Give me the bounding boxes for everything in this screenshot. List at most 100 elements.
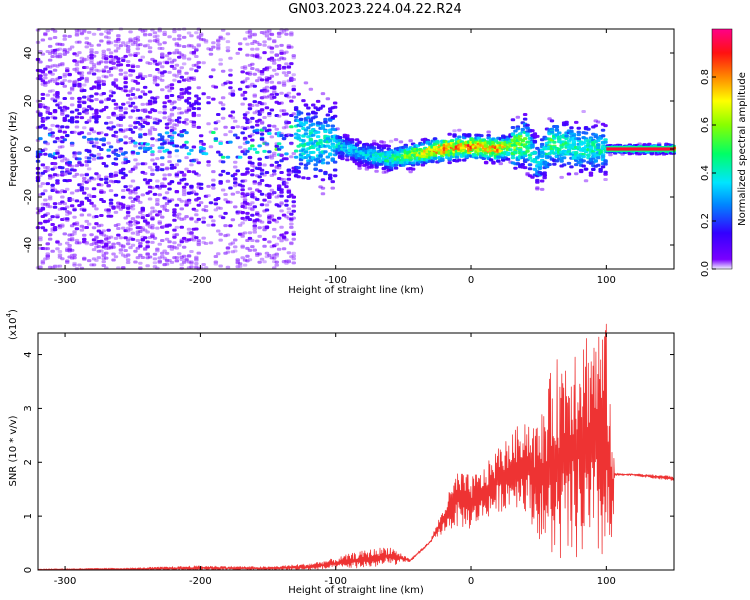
spectrogram-cell [96, 43, 102, 47]
spectrogram-cell [74, 238, 80, 242]
spectrogram-cell [255, 53, 260, 57]
spectrogram-cell [216, 197, 221, 200]
spectrogram-cell [150, 186, 155, 190]
spectrogram-cell [169, 163, 175, 167]
spectrogram-cell [62, 78, 67, 82]
spectrogram-cell [108, 55, 114, 59]
spectrogram-cell [179, 75, 184, 79]
spectrogram-cell [250, 47, 255, 51]
spectrogram-cell [245, 126, 250, 130]
spectrogram-cell [242, 198, 248, 202]
spectrogram-cell [133, 260, 138, 264]
spectrogram-cell [69, 191, 75, 195]
spectrogram-cell [296, 92, 301, 96]
spectrogram-cell [57, 250, 63, 253]
spectrogram-cell [155, 200, 160, 203]
spectrogram-cell [65, 134, 70, 138]
spectrogram-cell [157, 260, 162, 264]
spectrogram-cell [308, 137, 314, 141]
spectrogram-cell [196, 196, 201, 200]
spectrogram-cell [72, 232, 77, 236]
spectrogram-cell [138, 58, 143, 62]
spectrogram-cell [191, 145, 197, 149]
spectrogram-cell [296, 175, 301, 179]
spectrogram-cell [121, 167, 126, 171]
spectrogram-cell [527, 167, 533, 171]
spectrogram-cell [289, 142, 294, 146]
spectrogram-cell [262, 163, 267, 167]
spectrogram-cell [79, 228, 85, 232]
spectrogram-cell [284, 199, 289, 203]
spectrogram-cell [466, 133, 472, 137]
spectrogram-x-tick-label: 100 [597, 275, 616, 286]
spectrogram-cell [276, 184, 282, 188]
spectrogram-cell [162, 101, 167, 105]
spectrogram-cell [50, 186, 55, 190]
spectrogram-cell [267, 253, 272, 257]
spectrogram-cell [242, 206, 248, 210]
spectrogram-cell [272, 235, 277, 239]
spectrogram-cell [125, 253, 131, 257]
spectrogram-cell [152, 261, 158, 265]
spectrogram-cell [50, 55, 55, 58]
spectrogram-cell [147, 190, 153, 194]
spectrogram-cell [152, 252, 158, 256]
spectrogram-cell [89, 50, 94, 54]
spectrogram-cell [104, 75, 109, 79]
spectrogram-cell [164, 138, 170, 142]
spectrogram-cell [177, 116, 182, 120]
spectrogram-cell [162, 116, 167, 120]
spectrogram-cell [74, 172, 80, 176]
spectrogram-cell [313, 115, 318, 119]
spectrogram-cell [57, 129, 63, 133]
spectrogram-cell [150, 137, 155, 141]
spectrogram-cell [272, 39, 277, 42]
spectrogram-cell [242, 37, 248, 41]
spectrogram-cell [43, 198, 48, 202]
spectrogram-cell [269, 135, 275, 139]
spectrogram-cell [57, 106, 63, 110]
spectrogram-cell [38, 173, 43, 177]
spectrogram-cell [181, 260, 187, 264]
spectrogram-cell [62, 97, 67, 100]
spectrogram-cell [211, 183, 216, 187]
spectrogram-cell [50, 131, 55, 135]
spectrogram-cell [576, 145, 581, 149]
spectrogram-cell [96, 115, 102, 119]
spectrogram-cell [45, 106, 50, 110]
spectrogram-cell [55, 124, 60, 128]
spectrogram-cell [588, 171, 594, 175]
spectrogram-cell [116, 46, 121, 50]
spectrogram-cell [89, 48, 94, 52]
spectrogram-cell [155, 38, 160, 42]
spectrogram-cell [57, 253, 63, 257]
spectrogram-cell [142, 162, 148, 166]
spectrogram-cell [291, 204, 296, 208]
spectrogram-cell [130, 87, 136, 91]
spectrogram-cell [108, 235, 114, 239]
spectrogram-cell [177, 159, 182, 163]
spectrogram-cell [332, 114, 338, 118]
spectrogram-cell [181, 254, 187, 258]
spectrogram-cell [213, 127, 219, 131]
spectrogram-cell [264, 85, 270, 89]
spectrogram-cell [196, 217, 201, 221]
spectrogram-cell [325, 155, 331, 159]
spectrogram-cell [194, 69, 199, 73]
spectrogram-cell [140, 193, 145, 197]
spectrogram-cell [196, 61, 201, 65]
spectrogram-cell [67, 179, 72, 182]
spectrogram-cell [55, 179, 60, 183]
spectrogram-cell [510, 156, 516, 160]
spectrogram-cell [593, 124, 598, 128]
spectrogram-cell [60, 63, 65, 67]
spectrogram-cell [150, 150, 155, 154]
spectrogram-cell [289, 31, 294, 35]
spectrogram-cell [381, 140, 387, 144]
spectrogram-x-label: Height of straight line (km) [288, 285, 424, 296]
spectrogram-cell [52, 110, 58, 114]
spectrogram-cell [65, 158, 70, 162]
spectrogram-cell [82, 89, 87, 92]
spectrogram-cell [65, 106, 70, 110]
spectrogram-cell [386, 144, 391, 148]
